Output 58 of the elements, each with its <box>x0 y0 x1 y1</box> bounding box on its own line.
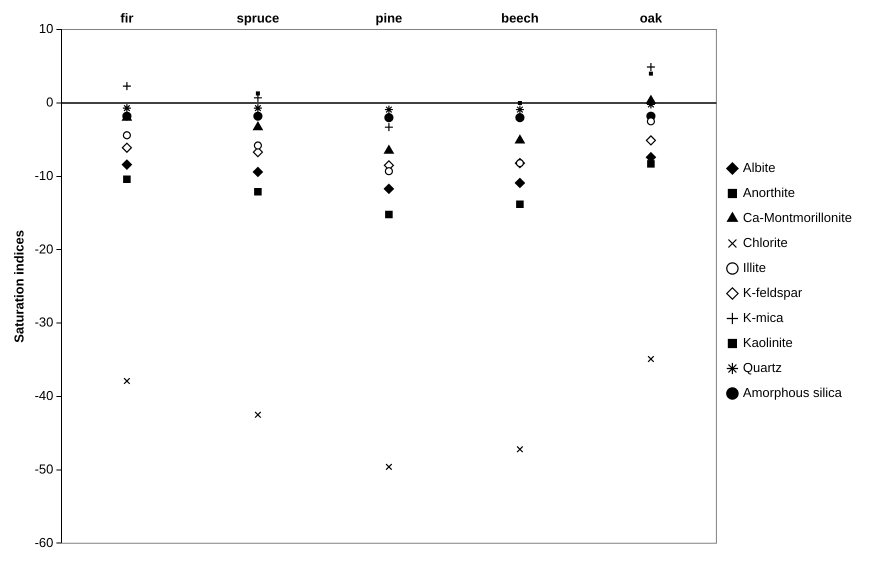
point <box>384 167 393 176</box>
point <box>646 135 656 146</box>
y-tick-label: -10 <box>34 168 54 183</box>
legend-label: Anorthite <box>742 185 795 200</box>
point <box>516 446 524 453</box>
point <box>253 112 262 121</box>
legend-label: Albite <box>742 160 776 176</box>
legend-label: Chlorite <box>742 235 788 250</box>
y-tick-label: -30 <box>34 314 54 330</box>
point <box>254 188 262 196</box>
point <box>648 72 653 76</box>
x-tick-label: beech <box>501 10 539 26</box>
point <box>647 356 654 362</box>
legend-label: K-feldspar <box>742 285 803 300</box>
point <box>384 113 394 122</box>
point <box>252 122 263 130</box>
point <box>384 145 394 154</box>
point <box>385 463 392 470</box>
legend-label: K-mica <box>742 310 784 326</box>
point <box>123 378 130 384</box>
point <box>384 184 394 194</box>
point <box>384 104 394 114</box>
y-tick-label: -50 <box>34 461 54 476</box>
y-axis-title: Saturation indices <box>11 230 26 343</box>
point <box>254 141 262 150</box>
legend-label: Illite <box>742 260 766 276</box>
point <box>515 113 525 122</box>
point <box>122 142 132 153</box>
point <box>254 411 262 418</box>
x-tick-label: spruce <box>236 10 280 26</box>
y-tick-label: 10 <box>38 21 54 36</box>
y-tick-label: -20 <box>34 241 54 256</box>
point <box>514 134 525 144</box>
y-tick-label: -60 <box>34 534 54 550</box>
point <box>646 117 656 126</box>
y-tick-label: -40 <box>34 388 54 404</box>
x-tick-label: oak <box>640 10 663 26</box>
point <box>516 200 524 208</box>
point <box>514 178 526 188</box>
legend-label: Amorphous silica <box>742 385 843 400</box>
x-tick-label: fir <box>120 10 134 26</box>
point <box>385 210 393 218</box>
point <box>646 62 656 72</box>
legend-label: Kaolinite <box>742 335 793 350</box>
point <box>122 160 132 170</box>
point <box>122 81 132 91</box>
x-tick-label: pine <box>376 10 402 26</box>
point <box>253 104 262 113</box>
point <box>252 166 263 178</box>
legend-label: Ca-Montmorillonite <box>742 210 852 226</box>
point <box>122 131 131 140</box>
point <box>123 175 131 184</box>
point <box>122 104 132 113</box>
y-tick-label: 0 <box>46 94 54 110</box>
point <box>252 147 263 158</box>
point <box>384 122 394 132</box>
point <box>515 104 525 114</box>
legend-label: Quartz <box>742 360 782 376</box>
